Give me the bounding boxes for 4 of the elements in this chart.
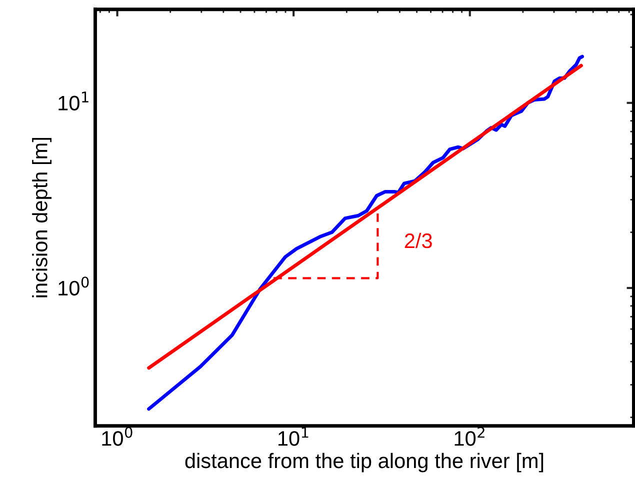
annotation: 2/3 (404, 232, 432, 248)
x-tick-label: 10$^{0}$ (102, 426, 132, 446)
x-axis-title: distance from the tip along the river [m] (185, 452, 544, 472)
y-axis-title: incision depth [m] (32, 138, 52, 298)
